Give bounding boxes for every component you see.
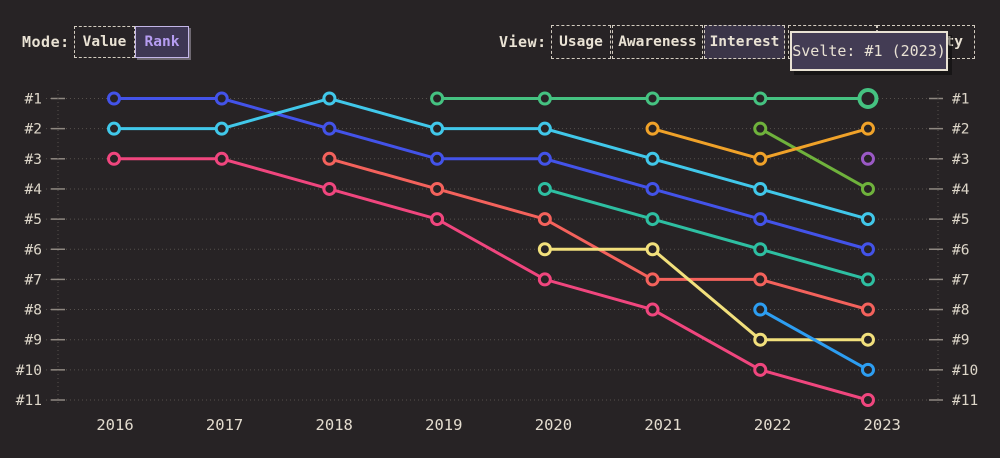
- data-point-pink-2021[interactable]: [645, 302, 660, 317]
- data-point-pink-2017[interactable]: [214, 151, 229, 166]
- data-point-green-2021[interactable]: [645, 91, 660, 106]
- y-axis-label-right: #9: [952, 333, 969, 349]
- y-axis-label-left: #2: [25, 122, 42, 138]
- y-axis-label-right: #2: [952, 122, 969, 138]
- series-line-teal: [544, 187, 869, 281]
- y-axis-label-right: #5: [952, 212, 969, 228]
- data-point-royal-blue-2020[interactable]: [537, 151, 552, 166]
- series-line-lime: [759, 127, 869, 191]
- data-point-yellow-2021[interactable]: [645, 242, 660, 257]
- data-point-cyan-2017[interactable]: [214, 121, 229, 136]
- y-axis-label-left: #5: [25, 212, 42, 228]
- data-point-azure-2023[interactable]: [860, 362, 875, 377]
- data-point-royal-blue-2022[interactable]: [753, 212, 768, 227]
- data-point-salmon-2020[interactable]: [537, 212, 552, 227]
- axes: #1 #1 #2 #2 #3 #3 #4 #4 #5 #5 #6 #6 #7 #7 #8 #8 #9 #9 #10 #…: [16, 90, 978, 434]
- data-point-lime-2023[interactable]: [860, 181, 875, 196]
- x-axis-label: 2018: [316, 416, 353, 434]
- y-axis-label-left: #10: [16, 363, 42, 379]
- data-point-yellow-2023[interactable]: [860, 332, 875, 347]
- y-axis-label-left: #9: [25, 333, 42, 349]
- data-point-green-2020[interactable]: [537, 91, 552, 106]
- y-axis-label-right: #11: [952, 393, 978, 409]
- y-axis-label-left: #6: [25, 242, 42, 258]
- view-label: View:: [499, 33, 547, 51]
- data-point-teal-2023[interactable]: [860, 272, 875, 287]
- data-point-azure-2022[interactable]: [753, 302, 768, 317]
- data-point-teal-2020[interactable]: [537, 181, 552, 196]
- data-point-pink-2016[interactable]: [107, 151, 121, 166]
- data-point-cyan-2022[interactable]: [753, 181, 768, 196]
- x-axis-label: 2022: [754, 416, 791, 434]
- view-button-awareness[interactable]: Awareness: [612, 25, 703, 59]
- x-axis-label: 2019: [425, 416, 462, 434]
- data-point-pink-2018[interactable]: [322, 181, 337, 196]
- data-point-orange-2021[interactable]: [645, 121, 660, 136]
- y-axis-label-right: #1: [952, 92, 969, 108]
- y-axis-label-right: #6: [952, 242, 969, 258]
- data-point-salmon-2022[interactable]: [753, 272, 768, 287]
- view-button-usage[interactable]: Usage: [551, 25, 611, 59]
- data-point-cyan-2018[interactable]: [322, 91, 337, 106]
- y-axis-label-left: #11: [16, 393, 42, 409]
- x-axis-label: 2020: [535, 416, 572, 434]
- data-point-teal-2022[interactable]: [753, 242, 768, 257]
- series-line-royal-blue: [114, 97, 869, 251]
- x-axis-label: 2023: [864, 416, 901, 434]
- data-point-cyan-2016[interactable]: [107, 121, 121, 136]
- data-point-cyan-2021[interactable]: [645, 151, 660, 166]
- series-line-cyan: [114, 96, 869, 221]
- data-point-lime-2022[interactable]: [753, 121, 768, 136]
- data-point-orange-2022[interactable]: [753, 151, 768, 166]
- data-point-orange-2023[interactable]: [860, 121, 875, 136]
- data-point-royal-blue-2018[interactable]: [322, 121, 337, 136]
- data-point-pink-2019[interactable]: [430, 212, 445, 227]
- y-axis-label-right: #4: [952, 182, 970, 198]
- y-axis-label-right: #3: [952, 152, 969, 168]
- y-axis-label-right: #10: [952, 363, 978, 379]
- data-point-salmon-2019[interactable]: [430, 181, 445, 196]
- y-axis-label-left: #1: [25, 92, 42, 108]
- x-axis-label: 2016: [96, 416, 133, 434]
- y-axis-label-left: #4: [25, 182, 43, 198]
- x-axis-label: 2021: [644, 416, 681, 434]
- data-point-cyan-2019[interactable]: [430, 121, 445, 136]
- y-axis-label-right: #7: [952, 272, 969, 288]
- data-point-salmon-2021[interactable]: [645, 272, 660, 287]
- y-axis-label-left: #7: [25, 272, 42, 288]
- data-point-green-2019[interactable]: [430, 91, 445, 106]
- data-point-green-2023[interactable]: [857, 88, 879, 109]
- y-axis-label-left: #3: [25, 152, 42, 168]
- series-line-pink: [114, 157, 869, 402]
- data-point-royal-blue-2017[interactable]: [214, 91, 229, 106]
- data-point-salmon-2023[interactable]: [860, 302, 875, 317]
- data-point-salmon-2018[interactable]: [322, 151, 337, 166]
- series-line-azure: [759, 308, 869, 372]
- data-point-royal-blue-2019[interactable]: [430, 151, 445, 166]
- data-point-pink-2020[interactable]: [537, 272, 552, 287]
- tooltip: Svelte: #1 (2023): [790, 31, 948, 71]
- data-point-green-2022[interactable]: [753, 91, 768, 106]
- series-line-salmon: [329, 157, 869, 311]
- mode-button-value[interactable]: Value: [74, 26, 135, 58]
- data-point-yellow-2020[interactable]: [537, 242, 552, 257]
- data-point-royal-blue-2021[interactable]: [645, 181, 660, 196]
- mode-button-rank[interactable]: Rank: [135, 26, 189, 58]
- data-point-pink-2023[interactable]: [860, 393, 875, 407]
- view-button-interest[interactable]: Interest: [704, 25, 785, 59]
- mode-label: Mode:: [22, 33, 70, 51]
- y-axis-label-left: #8: [25, 303, 42, 319]
- data-point-cyan-2023[interactable]: [860, 212, 875, 227]
- data-point-purple-2023[interactable]: [860, 151, 875, 166]
- data-point-pink-2022[interactable]: [753, 362, 768, 377]
- x-axis-label: 2017: [206, 416, 243, 434]
- y-axis-label-right: #8: [952, 303, 969, 319]
- data-point-cyan-2020[interactable]: [537, 121, 552, 136]
- data-point-royal-blue-2016[interactable]: [107, 91, 121, 106]
- data-point-yellow-2022[interactable]: [753, 332, 768, 347]
- data-point-teal-2021[interactable]: [645, 212, 660, 227]
- data-point-royal-blue-2023[interactable]: [860, 242, 875, 257]
